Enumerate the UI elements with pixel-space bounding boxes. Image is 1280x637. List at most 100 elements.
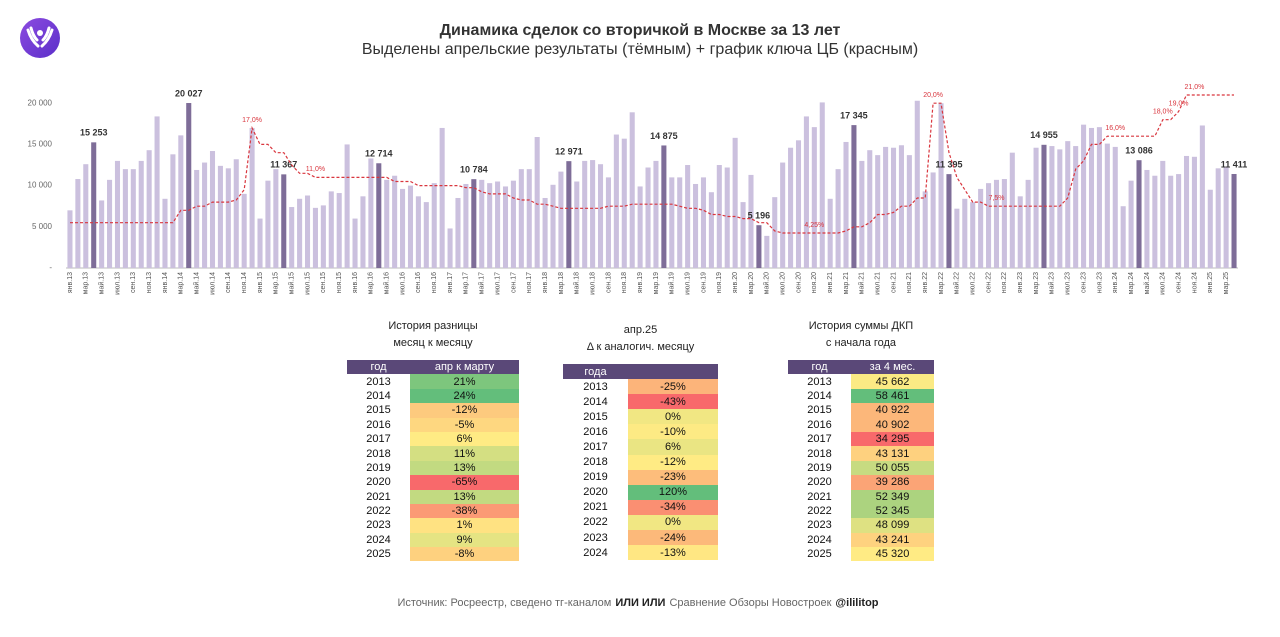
bar [75, 179, 81, 268]
x-tick-label: май.14 [193, 272, 201, 294]
rate-label: 16,0% [1105, 125, 1125, 132]
x-tick-label: янв.25 [1207, 272, 1214, 293]
year-cell: 2024 [563, 545, 628, 561]
table: года 2013 -25% 2014 -43% 2015 0% 2016 -10% 2017 6%… [563, 364, 718, 561]
x-tick-label: июл.14 [209, 272, 216, 295]
x-tick-label: май.23 [1048, 272, 1056, 294]
table-row: 2014 58 461 [788, 388, 934, 404]
bar [257, 218, 263, 268]
value-cell: -38% [410, 503, 519, 519]
table-header-cell: год [347, 360, 410, 375]
bar [962, 198, 968, 268]
value-cell: -5% [410, 417, 519, 432]
x-tick-label: ноя.19 [716, 272, 723, 293]
table-row: 2019 -23% [563, 469, 718, 485]
x-tick-label: май.20 [763, 272, 771, 294]
table-row: 2013 -25% [563, 379, 718, 395]
value-cell: -43% [628, 394, 718, 410]
bar [795, 140, 802, 268]
year-cell: 2017 [347, 431, 410, 447]
y-tick-label: 15 000 [28, 140, 53, 149]
table-row: 2021 -34% [563, 499, 718, 515]
bar [281, 174, 287, 268]
bar-value-label: 14 955 [1030, 130, 1058, 140]
table-row: 2015 -12% [347, 403, 519, 418]
bar [851, 125, 857, 269]
table-header-cell: за 4 мес. [851, 360, 934, 375]
bar [344, 144, 350, 268]
year-cell: 2023 [788, 518, 851, 533]
bar [1049, 146, 1055, 268]
bar [368, 158, 374, 268]
bar [289, 207, 295, 268]
value-cell: -23% [628, 469, 718, 485]
x-tick-label: май.24 [1143, 272, 1151, 294]
value-cell: 50 055 [851, 460, 934, 476]
rate-label: 17,0% [242, 117, 262, 124]
bar [130, 169, 136, 268]
bar [146, 150, 152, 268]
bar [1183, 155, 1190, 268]
bar [447, 228, 453, 268]
x-tick-label: май.17 [478, 272, 486, 294]
bar [479, 179, 485, 268]
year-cell: 2017 [563, 439, 628, 455]
value-cell: 43 131 [851, 446, 934, 461]
table-title: апр.25 Δ к аналогич. месяцу [563, 322, 718, 356]
x-tick-label: сен.18 [605, 272, 612, 293]
x-tick-label: июл.22 [970, 272, 977, 295]
x-tick-label: мар.19 [653, 272, 660, 294]
x-tick-label: мар.23 [1033, 272, 1040, 294]
x-tick-label: ноя.16 [431, 272, 438, 293]
x-tick-label: янв.16 [352, 272, 359, 293]
bar [716, 165, 722, 268]
bar-value-label: 13 086 [1125, 146, 1153, 156]
bar [986, 183, 992, 268]
x-tick-label: ноя.17 [526, 272, 533, 293]
footer-part: Сравнение Обзоры Новостроек [669, 597, 832, 609]
x-tick-label: сен.21 [890, 272, 897, 293]
bar [867, 150, 873, 268]
bar [637, 186, 643, 268]
x-tick-label: янв.21 [827, 272, 834, 293]
bar [455, 197, 461, 268]
bar [138, 160, 144, 268]
bar [225, 168, 231, 268]
bar [154, 116, 160, 269]
bar [1081, 124, 1087, 269]
bar [780, 162, 786, 268]
x-tick-label: янв.19 [637, 272, 644, 293]
bar [241, 193, 247, 268]
x-tick-label: янв.18 [542, 272, 549, 293]
bar [83, 164, 89, 268]
x-tick-label: янв.20 [732, 272, 739, 293]
bar [613, 134, 619, 268]
bar [772, 197, 778, 268]
year-cell: 2013 [788, 374, 851, 389]
bar [1025, 179, 1031, 268]
x-tick-label: ноя.24 [1191, 272, 1198, 293]
value-cell: 58 461 [851, 388, 934, 404]
bar [740, 202, 746, 268]
footer-part: Источник: Росреестр, сведено тг-каналом [397, 597, 612, 609]
table-row: 2021 52 349 [788, 489, 934, 504]
x-tick-label: янв.14 [162, 272, 169, 293]
x-tick-label: ноя.21 [906, 272, 913, 293]
x-tick-label: сен.19 [700, 272, 707, 293]
bar [700, 177, 707, 268]
table-header-cell: года [563, 364, 628, 380]
x-tick-label: мар.14 [178, 272, 185, 294]
footer: Источник: Росреестр, сведено тг-каналом И… [0, 597, 1280, 609]
bar [518, 169, 524, 268]
year-cell: 2018 [347, 446, 410, 461]
bar [550, 184, 556, 268]
bar [202, 162, 208, 268]
x-tick-label: ноя.18 [621, 272, 628, 293]
value-cell: -34% [628, 499, 718, 515]
bar [487, 183, 493, 268]
table-title: История суммы ДКП с начала года [788, 318, 934, 352]
year-cell: 2013 [563, 379, 628, 395]
table-title-line: Δ к аналогич. месяцу [586, 341, 695, 353]
table-title-line: апр.25 [623, 324, 658, 336]
